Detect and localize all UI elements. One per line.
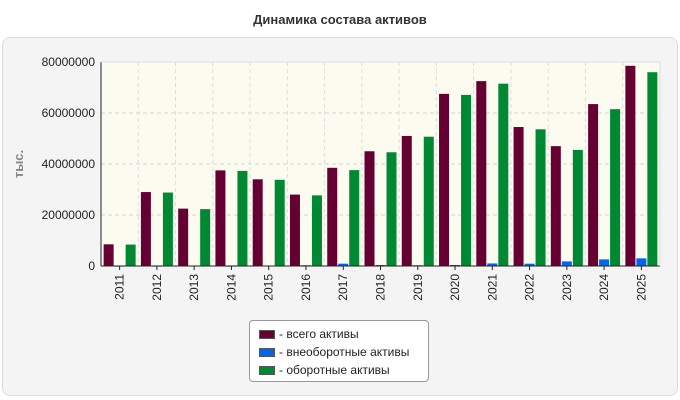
- x-tick-label: 2025: [634, 274, 648, 301]
- y-tick-label: 0: [88, 259, 95, 273]
- bar-2: [162, 192, 173, 266]
- bar-2: [386, 152, 397, 266]
- bar-0: [401, 135, 412, 266]
- bar-0: [252, 179, 263, 266]
- bar-0: [550, 146, 561, 266]
- legend-item-total: - всего активы: [259, 325, 428, 343]
- bar-2: [610, 109, 621, 266]
- x-tick-label: 2018: [374, 274, 388, 301]
- y-tick-label: 80000000: [42, 55, 96, 69]
- x-tick-label: 2015: [262, 274, 276, 301]
- bar-2: [125, 244, 136, 266]
- bar-0: [625, 65, 636, 266]
- bar-1: [338, 263, 349, 266]
- x-tick-label: 2014: [224, 274, 238, 301]
- legend-label-noncurrent: - внеоборотные активы: [279, 345, 410, 359]
- bar-0: [513, 127, 524, 267]
- legend-swatch-noncurrent: [259, 347, 275, 357]
- x-tick-label: 2016: [299, 274, 313, 301]
- x-tick-label: 2022: [523, 274, 537, 301]
- chart-title: Динамика состава активов: [253, 12, 427, 27]
- y-axis-title: тыс.: [11, 150, 26, 178]
- x-tick-label: 2017: [336, 274, 350, 301]
- bar-0: [327, 167, 338, 266]
- y-tick-label: 20000000: [42, 208, 96, 222]
- bar-1: [636, 258, 647, 266]
- bar-0: [103, 244, 114, 266]
- bar-2: [200, 209, 211, 266]
- bar-2: [274, 179, 285, 266]
- bar-2: [349, 170, 360, 266]
- x-tick-label: 2012: [150, 274, 164, 301]
- legend-item-noncurrent: - внеоборотные активы: [259, 343, 428, 361]
- x-tick-label: 2020: [448, 274, 462, 301]
- chart-legend: - всего активы - внеоборотные активы - о…: [249, 320, 429, 382]
- legend-label-total: - всего активы: [279, 327, 359, 341]
- x-tick-label: 2019: [411, 274, 425, 301]
- legend-label-current: - оборотные активы: [279, 363, 390, 377]
- bar-1: [450, 264, 461, 266]
- x-tick-label: 2013: [187, 274, 201, 301]
- bar-2: [311, 195, 322, 266]
- bar-2: [572, 149, 583, 266]
- bar-2: [498, 83, 509, 266]
- bar-2: [535, 129, 546, 266]
- legend-item-current: - оборотные активы: [259, 361, 428, 379]
- bar-2: [237, 170, 248, 266]
- bar-1: [487, 263, 498, 266]
- bar-1: [561, 261, 572, 266]
- y-tick-label: 40000000: [42, 157, 96, 171]
- bar-0: [140, 192, 151, 266]
- bar-2: [461, 94, 472, 267]
- bar-2: [423, 136, 434, 266]
- bar-2: [647, 72, 658, 266]
- bar-0: [476, 81, 487, 266]
- bar-0: [215, 170, 226, 266]
- x-tick-label: 2021: [485, 274, 499, 301]
- bar-1: [375, 264, 386, 266]
- bar-0: [178, 208, 189, 266]
- y-tick-label: 60000000: [42, 106, 96, 120]
- bar-0: [588, 104, 599, 266]
- bar-1: [524, 263, 535, 266]
- bar-0: [289, 194, 300, 266]
- legend-swatch-current: [259, 365, 275, 375]
- x-tick-label: 2024: [597, 274, 611, 301]
- bar-1: [599, 259, 610, 266]
- bar-0: [364, 151, 375, 266]
- x-tick-label: 2023: [560, 274, 574, 301]
- legend-swatch-total: [259, 329, 275, 339]
- x-tick-label: 2011: [113, 274, 127, 300]
- bar-0: [439, 93, 450, 266]
